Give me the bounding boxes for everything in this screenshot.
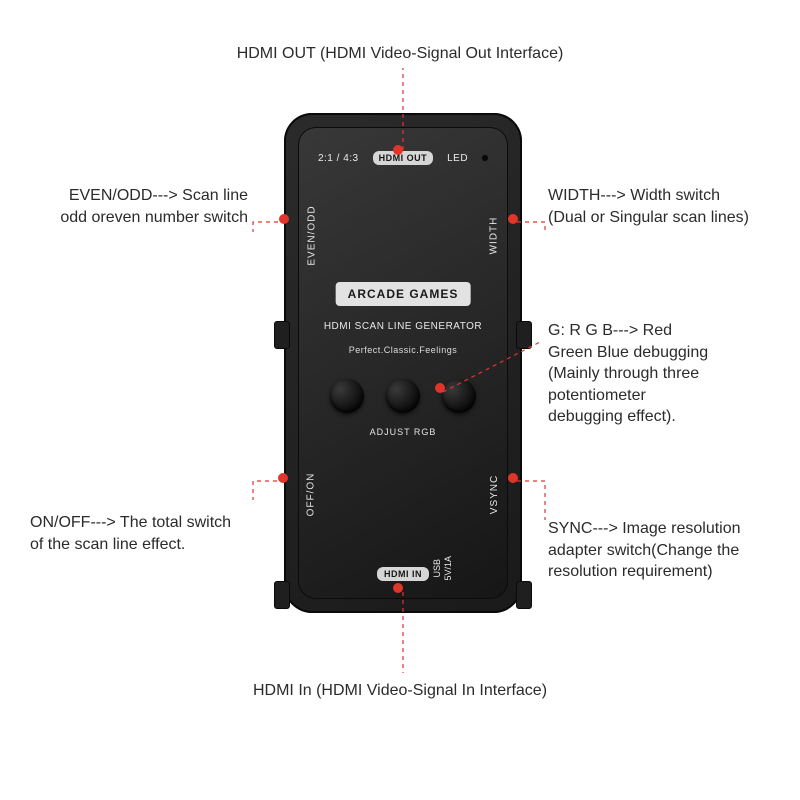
- marker-dot-icon: [279, 214, 289, 224]
- marker-dot-icon: [508, 214, 518, 224]
- callout-line: adapter switch(Change the: [548, 540, 778, 562]
- hdmi-out-port-label: HDMI OUT: [373, 151, 434, 165]
- rgb-knob-b[interactable]: [442, 379, 476, 413]
- width-switch-label: WIDTH: [489, 217, 500, 255]
- callout-rgb: G: R G B---> Red Green Blue debugging (M…: [548, 320, 773, 428]
- usb-line1: USB: [432, 555, 443, 580]
- device-top-bar: 2:1 / 4:3 HDMI OUT LED: [298, 145, 508, 171]
- marker-dot-icon: [278, 473, 288, 483]
- callout-onoff: ON/OFF---> The total switch of the scan …: [30, 512, 260, 555]
- evenodd-switch-label: EVEN/ODD: [307, 205, 318, 265]
- marker-dot-icon: [393, 145, 403, 155]
- marker-dot-icon: [435, 383, 445, 393]
- device-body: 2:1 / 4:3 HDMI OUT LED EVEN/ODD WIDTH OF…: [284, 113, 522, 613]
- switch-lug-width[interactable]: [516, 321, 532, 349]
- device-face: 2:1 / 4:3 HDMI OUT LED EVEN/ODD WIDTH OF…: [298, 127, 508, 599]
- callout-line: EVEN/ODD---> Scan line: [38, 185, 248, 207]
- adjust-rgb-label: ADJUST RGB: [370, 427, 437, 437]
- switch-lug-evenodd[interactable]: [274, 321, 290, 349]
- callout-line: debugging effect).: [548, 406, 773, 428]
- callout-line: SYNC---> Image resolution: [548, 518, 778, 540]
- onoff-switch-label: OFF/ON: [305, 473, 316, 517]
- led-indicator-icon: [482, 155, 488, 161]
- callout-line: ON/OFF---> The total switch: [30, 512, 260, 534]
- hdmi-in-port-label: HDMI IN: [377, 567, 429, 581]
- vsync-switch-label: VSYNC: [489, 475, 500, 514]
- aspect-ratio-label: 2:1 / 4:3: [318, 153, 359, 164]
- callout-line: (Dual or Singular scan lines): [548, 207, 778, 229]
- product-subtitle: HDMI SCAN LINE GENERATOR: [324, 321, 482, 332]
- callout-line: resolution requirement): [548, 561, 778, 583]
- brand-badge: ARCADE GAMES: [336, 282, 471, 306]
- led-label: LED: [447, 153, 468, 164]
- callout-line: of the scan line effect.: [30, 534, 260, 556]
- switch-lug-vsync[interactable]: [516, 581, 532, 609]
- rgb-knob-r[interactable]: [330, 379, 364, 413]
- callout-evenodd: EVEN/ODD---> Scan line odd oreven number…: [38, 185, 248, 228]
- callout-line: G: R G B---> Red: [548, 320, 773, 342]
- rgb-knob-g[interactable]: [386, 379, 420, 413]
- marker-dot-icon: [508, 473, 518, 483]
- usb-power-label: USB 5V/1A: [432, 555, 455, 580]
- product-tagline: Perfect.Classic.Feelings: [349, 345, 458, 355]
- callout-hdmi-out: HDMI OUT (HDMI Video-Signal Out Interfac…: [237, 43, 564, 65]
- callout-line: Green Blue debugging: [548, 342, 773, 364]
- callout-sync: SYNC---> Image resolution adapter switch…: [548, 518, 778, 583]
- marker-dot-icon: [393, 583, 403, 593]
- switch-lug-onoff[interactable]: [274, 581, 290, 609]
- callout-width: WIDTH---> Width switch (Dual or Singular…: [548, 185, 778, 228]
- usb-line2: 5V/1A: [444, 555, 455, 580]
- rgb-knob-row: [330, 379, 476, 413]
- callout-line: odd oreven number switch: [38, 207, 248, 229]
- callout-line: WIDTH---> Width switch: [548, 185, 778, 207]
- callout-line: (Mainly through three: [548, 363, 773, 385]
- callout-line: potentiometer: [548, 385, 773, 407]
- callout-hdmi-in: HDMI In (HDMI Video-Signal In Interface): [253, 680, 547, 702]
